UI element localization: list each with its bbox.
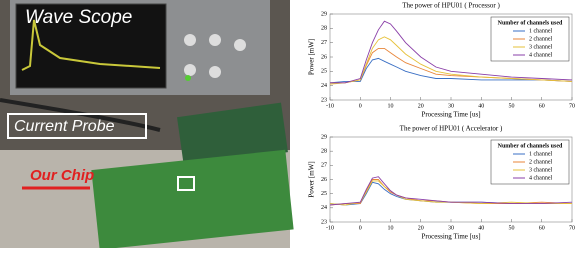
series-line	[329, 36, 573, 85]
x-tick-label: -10	[326, 103, 334, 109]
x-axis-label: Processing Time [us]	[421, 233, 480, 241]
legend-label: 4 channel	[529, 52, 552, 58]
y-tick-label: 23	[321, 97, 327, 103]
x-tick-label: 20	[418, 225, 424, 231]
y-tick-label: 26	[321, 54, 327, 60]
legend-label: 3 channel	[529, 44, 552, 50]
x-tick-label: 0	[359, 103, 362, 109]
y-axis-label: Power [mW]	[308, 39, 316, 75]
x-tick-label: 10	[388, 225, 394, 231]
y-tick-label: 27	[321, 40, 327, 46]
chart-title: The power of HPU01 ( Processor )	[402, 2, 500, 10]
x-tick-label: 30	[448, 225, 454, 231]
y-tick-label: 28	[321, 149, 327, 155]
x-tick-label: 30	[448, 103, 454, 109]
x-tick-label: 40	[478, 103, 484, 109]
legend-title: Number of channels used	[498, 20, 563, 26]
photo: Wave Scope Current Probe Our Chip	[0, 0, 294, 250]
x-tick-label: 50	[509, 103, 515, 109]
legend-box	[490, 139, 570, 185]
chart-title: The power of HPU01 ( Accelerator )	[400, 125, 503, 133]
y-tick-label: 26	[321, 177, 327, 183]
probe-box	[7, 113, 147, 139]
legend-label: 3 channel	[529, 167, 552, 173]
photo-label: Current Probe	[14, 118, 115, 135]
scope-trace	[21, 19, 161, 71]
x-tick-label: 40	[478, 225, 484, 231]
legend-label: 4 channel	[529, 175, 552, 181]
y-tick-label: 28	[321, 26, 327, 32]
y-tick-label: 24	[321, 83, 327, 89]
series-line	[330, 20, 573, 84]
x-tick-label: 70	[569, 103, 575, 109]
y-tick-label: 24	[321, 205, 327, 211]
photo-label: Our Chip	[30, 167, 94, 184]
legend-title: Number of channels used	[498, 143, 563, 149]
y-tick-label: 25	[321, 191, 327, 197]
scope-knobs	[184, 34, 246, 81]
x-axis-label: Processing Time [us]	[421, 111, 480, 119]
legend-label: 1 channel	[529, 28, 552, 34]
y-tick-label: 25	[321, 69, 327, 75]
chip-box	[177, 176, 195, 191]
fpga-board	[177, 102, 288, 167]
y-tick-label: 29	[321, 11, 327, 17]
x-tick-label: 70	[569, 225, 575, 231]
x-tick-label: 0	[359, 225, 362, 231]
x-tick-label: 20	[418, 103, 424, 109]
y-tick-label: 29	[321, 134, 327, 140]
series-line	[329, 176, 573, 206]
legend-label: 2 channel	[529, 159, 552, 165]
legend-label: 1 channel	[529, 151, 552, 157]
x-tick-label: 60	[539, 225, 545, 231]
x-tick-label: 50	[509, 225, 515, 231]
y-tick-label: 23	[321, 219, 327, 225]
photo-label: Wave Scope	[25, 7, 132, 28]
legend-box	[490, 16, 570, 62]
x-tick-label: 60	[539, 103, 545, 109]
y-tick-label: 27	[321, 163, 327, 169]
chip-board	[91, 149, 294, 250]
x-tick-label: 10	[388, 103, 394, 109]
x-tick-label: -10	[326, 225, 334, 231]
y-axis-label: Power [mW]	[308, 161, 316, 197]
legend-label: 2 channel	[529, 36, 552, 42]
series-line	[329, 57, 573, 84]
